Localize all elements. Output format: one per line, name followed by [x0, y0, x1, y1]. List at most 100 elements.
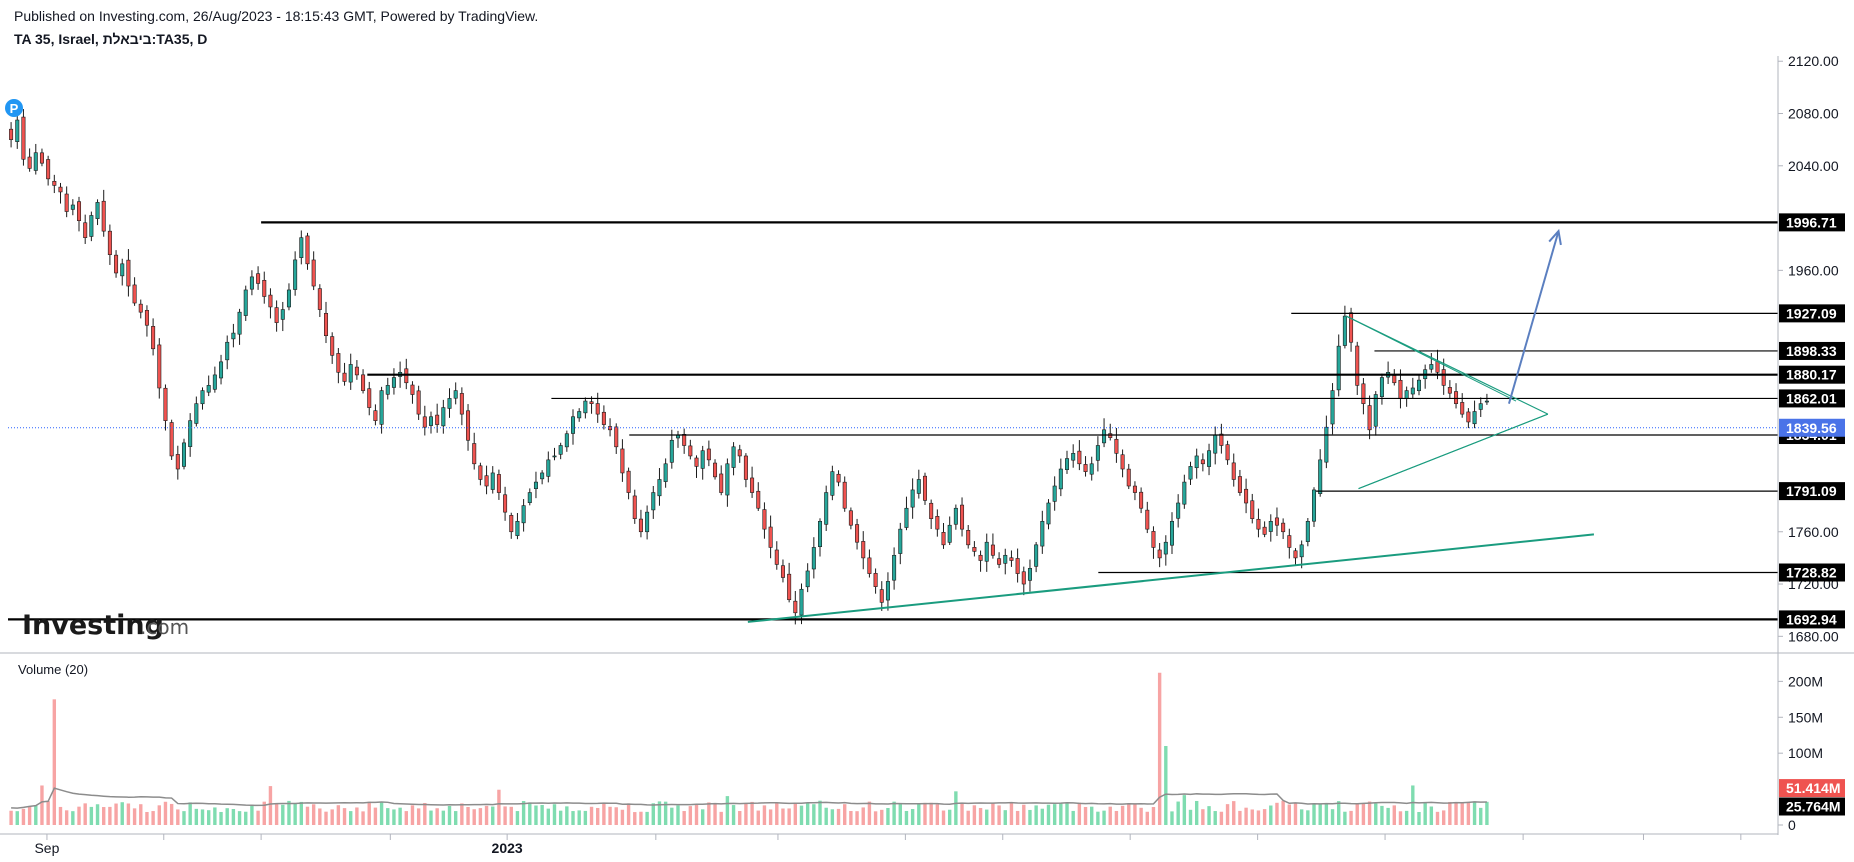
volume-bar: [929, 802, 933, 825]
volume-bar: [1441, 810, 1446, 825]
candle: [546, 451, 551, 483]
volume-bar: [1454, 803, 1458, 825]
candle: [1244, 478, 1249, 514]
volume-bar: [787, 808, 791, 825]
candle: [836, 470, 841, 487]
candle: [1342, 305, 1347, 349]
volume-bar: [225, 808, 229, 825]
volume-bar: [1003, 810, 1007, 825]
candle: [163, 384, 168, 431]
candle: [9, 122, 14, 148]
volume-bar: [311, 804, 316, 825]
candle: [818, 518, 823, 557]
candle: [1312, 487, 1317, 527]
candle: [960, 497, 965, 537]
candle: [638, 509, 643, 538]
p-marker-icon[interactable]: P: [5, 99, 23, 117]
volume-tick-label: 150M: [1788, 709, 1823, 725]
volume-bar: [1034, 805, 1038, 825]
candle: [1293, 548, 1298, 566]
candle: [231, 323, 236, 348]
candle: [1423, 364, 1428, 389]
volume-bar: [1429, 806, 1434, 825]
volume-bar: [447, 806, 452, 825]
volume-bar: [58, 806, 63, 825]
volume-bar: [95, 804, 100, 825]
volume-bar: [849, 810, 853, 825]
support-trendline[interactable]: [747, 533, 1595, 623]
volume-bar: [120, 802, 124, 825]
volume-bar: [46, 801, 50, 825]
volume-bar: [237, 811, 242, 825]
volume-bar: [200, 809, 205, 825]
candle: [151, 318, 156, 356]
volume-bar: [744, 803, 748, 825]
candle: [324, 301, 329, 344]
candle: [830, 465, 835, 501]
candle: [1151, 526, 1156, 559]
volume-bar: [707, 802, 711, 825]
candle: [780, 559, 785, 583]
candle: [1114, 427, 1119, 463]
volume-bar: [324, 811, 328, 825]
time-tick-label: 2023: [492, 840, 523, 856]
candle: [157, 338, 162, 399]
volume-bar: [1287, 804, 1292, 825]
volume-bar: [960, 803, 964, 825]
volume-label: Volume (20): [18, 662, 88, 677]
volume-bar: [861, 807, 865, 825]
candle: [27, 148, 32, 172]
volume-bar: [1046, 804, 1051, 825]
candle: [416, 385, 421, 420]
projection-arrow[interactable]: [1507, 230, 1560, 404]
volume-bar: [626, 803, 631, 825]
candle: [1466, 408, 1471, 429]
candle: [120, 258, 125, 286]
candle: [138, 299, 143, 319]
candle: [966, 525, 971, 549]
volume-bar: [1361, 803, 1366, 825]
level-badge: 1692.94: [1779, 610, 1845, 629]
volume-last-badge: 51.414M: [1779, 779, 1845, 798]
volume-bar: [633, 812, 637, 825]
volume-bar: [392, 809, 396, 825]
volume-bar: [725, 796, 730, 825]
volume-bar: [1207, 806, 1211, 825]
candle: [311, 251, 316, 291]
candle: [1027, 559, 1032, 592]
candle: [910, 478, 915, 519]
candle: [219, 354, 224, 385]
candle: [1404, 386, 1409, 407]
candle: [577, 408, 582, 422]
volume-bar: [367, 801, 371, 825]
candle: [750, 466, 755, 498]
level-badge: 1862.01: [1779, 389, 1845, 408]
volume-bar: [565, 806, 569, 825]
candle: [916, 469, 921, 499]
volume-bar: [503, 806, 507, 825]
candle: [367, 381, 372, 416]
candle: [904, 496, 909, 531]
volume-bar: [410, 805, 415, 825]
candle: [1009, 550, 1014, 567]
candle: [885, 572, 890, 611]
svg-text:1880.17: 1880.17: [1786, 367, 1837, 383]
candle: [1237, 469, 1242, 496]
volume-bar: [682, 811, 686, 825]
candle: [1268, 514, 1273, 542]
volume-bar: [694, 804, 699, 825]
volume-bar: [818, 800, 822, 825]
volume-bar: [256, 810, 260, 825]
volume-bar: [972, 805, 977, 825]
candle: [848, 507, 853, 530]
volume-bar: [1065, 802, 1069, 825]
candle: [89, 211, 94, 242]
volume-bar: [608, 806, 612, 825]
candle: [663, 458, 668, 488]
candle: [1003, 548, 1008, 575]
volume-bar: [892, 801, 896, 825]
candle: [1305, 518, 1310, 547]
candle: [941, 522, 946, 549]
candle: [682, 428, 687, 454]
